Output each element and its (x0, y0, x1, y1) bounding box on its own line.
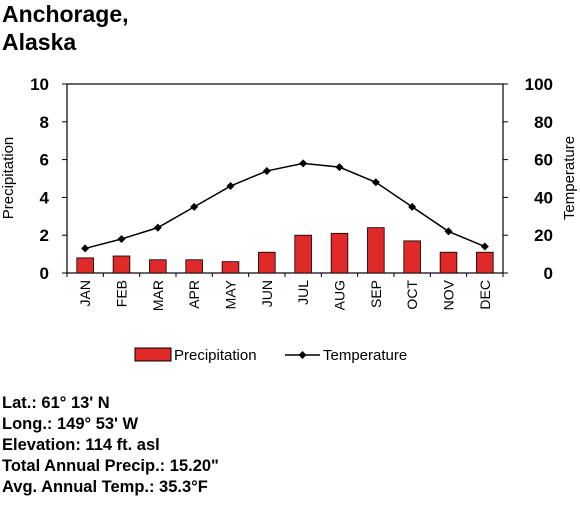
temperature-point (262, 166, 271, 175)
right-tick-label: 60 (534, 151, 553, 170)
temperature-point (299, 159, 308, 168)
precipitation-bar (221, 261, 240, 274)
temperature-point (371, 178, 380, 187)
precipitation-bar (76, 257, 94, 274)
temperature-point (335, 163, 344, 172)
legend-precipitation-swatch (134, 347, 172, 362)
left-tick-label: 4 (40, 188, 50, 207)
month-label: FEB (114, 280, 130, 307)
temperature-point (190, 202, 199, 211)
month-label: SEP (368, 280, 384, 308)
legend-precipitation-label: Precipitation (174, 347, 257, 364)
temperature-point (480, 242, 489, 251)
precipitation-bar (258, 251, 276, 274)
month-label: MAR (150, 280, 166, 311)
month-label: JUL (295, 280, 311, 305)
chart-title: Anchorage, Alaska (2, 0, 129, 56)
left-tick-label: 10 (30, 75, 49, 94)
temperature-point (81, 244, 90, 253)
legend-temperature-label: Temperature (323, 347, 407, 364)
temperature-point (153, 223, 162, 232)
precipitation-bar (330, 232, 349, 274)
precipitation-bar (403, 240, 421, 274)
right-tick-label: 20 (534, 226, 553, 245)
temperature-point (117, 234, 126, 243)
left-tick-label: 2 (40, 226, 49, 245)
precipitation-bar (294, 234, 312, 274)
left-tick-label: 0 (40, 264, 49, 283)
longitude: Long.: 149° 53' W (2, 415, 139, 433)
climate-chart: 0 2 4 6 8 10 0 20 40 60 80 100 JAN FEB MAR APR MAY JUN J… (0, 75, 578, 364)
left-axis-title: Precipitation (0, 137, 17, 220)
legend-temperature-marker (298, 351, 307, 359)
temperature-point (444, 227, 453, 236)
month-label: DEC (477, 280, 493, 310)
avg-annual-temp: Avg. Annual Temp.: 35.3°F (2, 478, 208, 496)
precipitation-bar (149, 259, 167, 274)
plot-area-frame (66, 83, 504, 274)
right-tick-label: 100 (525, 75, 553, 94)
title-state: Alaska (2, 29, 77, 55)
right-tick-label: 40 (534, 188, 553, 207)
month-label: JAN (77, 280, 93, 306)
title-city: Anchorage, (2, 1, 129, 27)
precipitation-bar (439, 251, 458, 274)
right-axis-title: Temperature (561, 136, 578, 220)
precipitation-bar (367, 227, 385, 274)
total-annual-precip: Total Annual Precip.: 15.20" (2, 457, 219, 475)
elevation: Elevation: 114 ft. asl (2, 436, 160, 454)
precipitation-bar (112, 255, 131, 274)
month-label: APR (186, 280, 202, 309)
legend: Precipitation Temperature (134, 347, 407, 364)
temperature-line (84, 162, 486, 250)
temperature-point (408, 202, 417, 211)
month-label: OCT (404, 280, 420, 310)
month-label: AUG (332, 280, 348, 310)
temperature-point (226, 182, 235, 191)
left-tick-label: 8 (40, 113, 49, 132)
left-tick-label: 6 (40, 151, 49, 170)
month-label: MAY (223, 279, 239, 309)
station-info: Lat.: 61° 13' N Long.: 149° 53' W Elevat… (2, 393, 219, 498)
right-tick-label: 0 (544, 264, 553, 283)
precipitation-bar (185, 259, 203, 274)
month-label: JUN (259, 280, 275, 307)
precipitation-bar (476, 251, 494, 274)
right-tick-label: 80 (534, 113, 553, 132)
latitude: Lat.: 61° 13' N (2, 394, 110, 412)
month-label: NOV (441, 279, 457, 310)
